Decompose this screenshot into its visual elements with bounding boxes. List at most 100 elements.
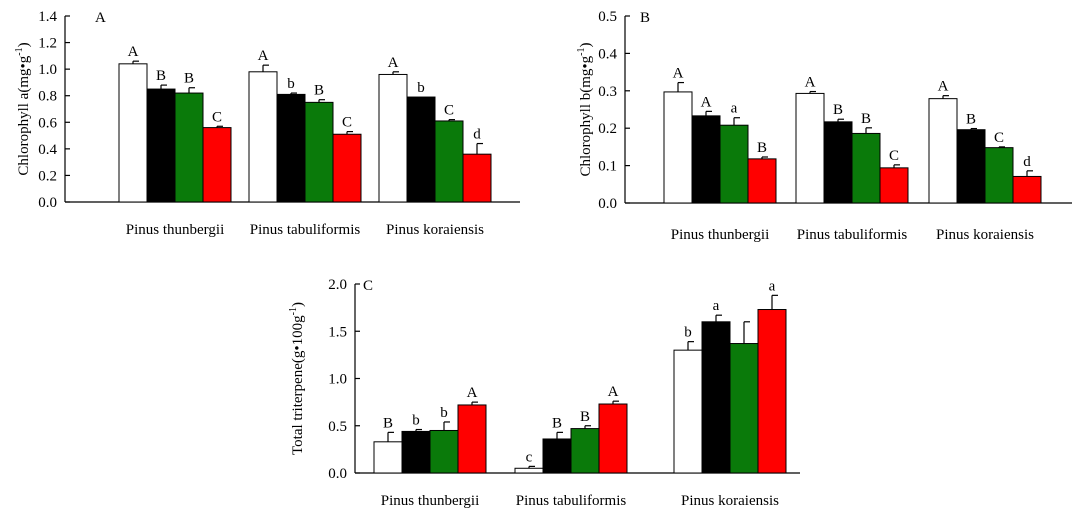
- significance-label: C: [994, 130, 1004, 146]
- significance-label: B: [966, 112, 976, 128]
- significance-label: A: [467, 385, 478, 401]
- bar: [542, 438, 572, 474]
- bar: [691, 115, 721, 204]
- category-label: Pinus tabuliformis: [516, 493, 627, 509]
- bar: [879, 167, 909, 204]
- significance-label: b: [417, 80, 425, 96]
- y-tick-label: 0.3: [598, 84, 617, 100]
- significance-label: A: [608, 384, 619, 400]
- y-tick-label: 1.0: [38, 62, 57, 78]
- significance-label: b: [412, 413, 420, 429]
- y-axis-label: Chlorophyll b(mg•g-1): [576, 42, 594, 176]
- significance-label: B: [552, 415, 562, 431]
- category-label: Pinus thunbergii: [126, 222, 224, 238]
- bar: [719, 124, 749, 204]
- category-label: Pinus koraiensis: [386, 222, 484, 238]
- y-tick-label: 0.2: [38, 168, 57, 184]
- bar: [823, 121, 853, 204]
- significance-label: B: [833, 102, 843, 118]
- bar: [598, 403, 628, 474]
- significance-label: A: [701, 94, 712, 110]
- y-tick-label: 2.0: [328, 277, 347, 293]
- bar: [663, 91, 693, 204]
- y-tick-label: 1.2: [38, 36, 57, 52]
- significance-label: b: [684, 325, 692, 341]
- y-tick-label: 1.5: [328, 324, 347, 340]
- significance-label: a: [713, 298, 720, 314]
- significance-label: b: [440, 405, 448, 421]
- y-tick-label: 1.0: [328, 372, 347, 388]
- category-label: Pinus thunbergii: [671, 227, 769, 243]
- bar: [757, 309, 787, 474]
- significance-label: A: [258, 48, 269, 64]
- chart-panel-a: 0.0 0.2 0.4 0.6 0.8 1.0 1.2 1.4 Chlorophyll a(mg…: [14, 9, 520, 238]
- significance-label: A: [128, 44, 139, 60]
- y-tick-label: 0.5: [598, 9, 617, 25]
- bar: [795, 92, 825, 204]
- significance-label: b: [287, 76, 295, 92]
- significance-label: B: [314, 83, 324, 99]
- y-tick-label: 1.4: [38, 9, 57, 25]
- significance-label: B: [383, 415, 393, 431]
- y-tick-label: 0.0: [328, 466, 347, 482]
- category-label: Pinus koraiensis: [936, 227, 1034, 243]
- significance-label: B: [757, 140, 767, 156]
- significance-label: A: [388, 55, 399, 71]
- significance-label: A: [805, 75, 816, 91]
- bar: [747, 158, 777, 204]
- bar: [429, 429, 459, 474]
- y-tick-label: 0.1: [598, 159, 617, 175]
- y-axis-label: Total triterpene(g•100g-1): [288, 302, 306, 455]
- significance-label: B: [861, 111, 871, 127]
- significance-label: A: [673, 66, 684, 82]
- bar: [701, 321, 731, 474]
- y-tick-label: 0.0: [598, 196, 617, 212]
- bar: [401, 430, 431, 474]
- y-tick-label: 0.2: [598, 121, 617, 137]
- significance-label: C: [212, 109, 222, 125]
- bar: [514, 467, 544, 474]
- bar: [248, 71, 278, 203]
- y-tick-label: 0.0: [38, 195, 57, 211]
- panel-label: B: [640, 10, 650, 26]
- significance-label: c: [526, 449, 533, 465]
- significance-label: d: [1023, 154, 1031, 170]
- bar: [378, 73, 408, 203]
- bar: [984, 147, 1014, 204]
- bar: [332, 133, 362, 203]
- category-label: Pinus thunbergii: [381, 493, 479, 509]
- significance-label: C: [444, 103, 454, 119]
- category-label: Pinus koraiensis: [681, 493, 779, 509]
- chart-panel-c: 0.0 0.5 1.0 1.5 2.0 Total triterpene(g•100g-1…: [288, 277, 800, 509]
- bar: [304, 101, 334, 203]
- y-axis-label: Chlorophyll a(mg•g-1): [14, 42, 32, 175]
- significance-label: B: [580, 409, 590, 425]
- significance-label: C: [342, 115, 352, 131]
- bar: [462, 153, 492, 203]
- bar: [729, 343, 759, 474]
- bar: [276, 93, 306, 203]
- category-label: Pinus tabuliformis: [797, 227, 908, 243]
- bar: [956, 129, 986, 204]
- significance-label: B: [156, 68, 166, 84]
- significance-label: A: [938, 79, 949, 95]
- significance-label: d: [473, 127, 481, 143]
- bar: [1012, 175, 1042, 204]
- bar: [928, 98, 958, 204]
- significance-label: B: [184, 71, 194, 87]
- bar: [673, 349, 703, 474]
- bar: [457, 404, 487, 474]
- y-tick-label: 0.4: [598, 46, 617, 62]
- y-tick-label: 0.5: [328, 419, 347, 435]
- y-tick-label: 0.8: [38, 89, 57, 105]
- bar: [434, 120, 464, 203]
- panel-label: C: [363, 278, 373, 294]
- bar: [406, 96, 436, 203]
- y-tick-label: 0.4: [38, 142, 57, 158]
- significance-label: C: [889, 148, 899, 164]
- bar: [851, 132, 881, 204]
- panel-label: A: [95, 10, 106, 26]
- category-label: Pinus tabuliformis: [250, 222, 361, 238]
- y-tick-label: 0.6: [38, 115, 57, 131]
